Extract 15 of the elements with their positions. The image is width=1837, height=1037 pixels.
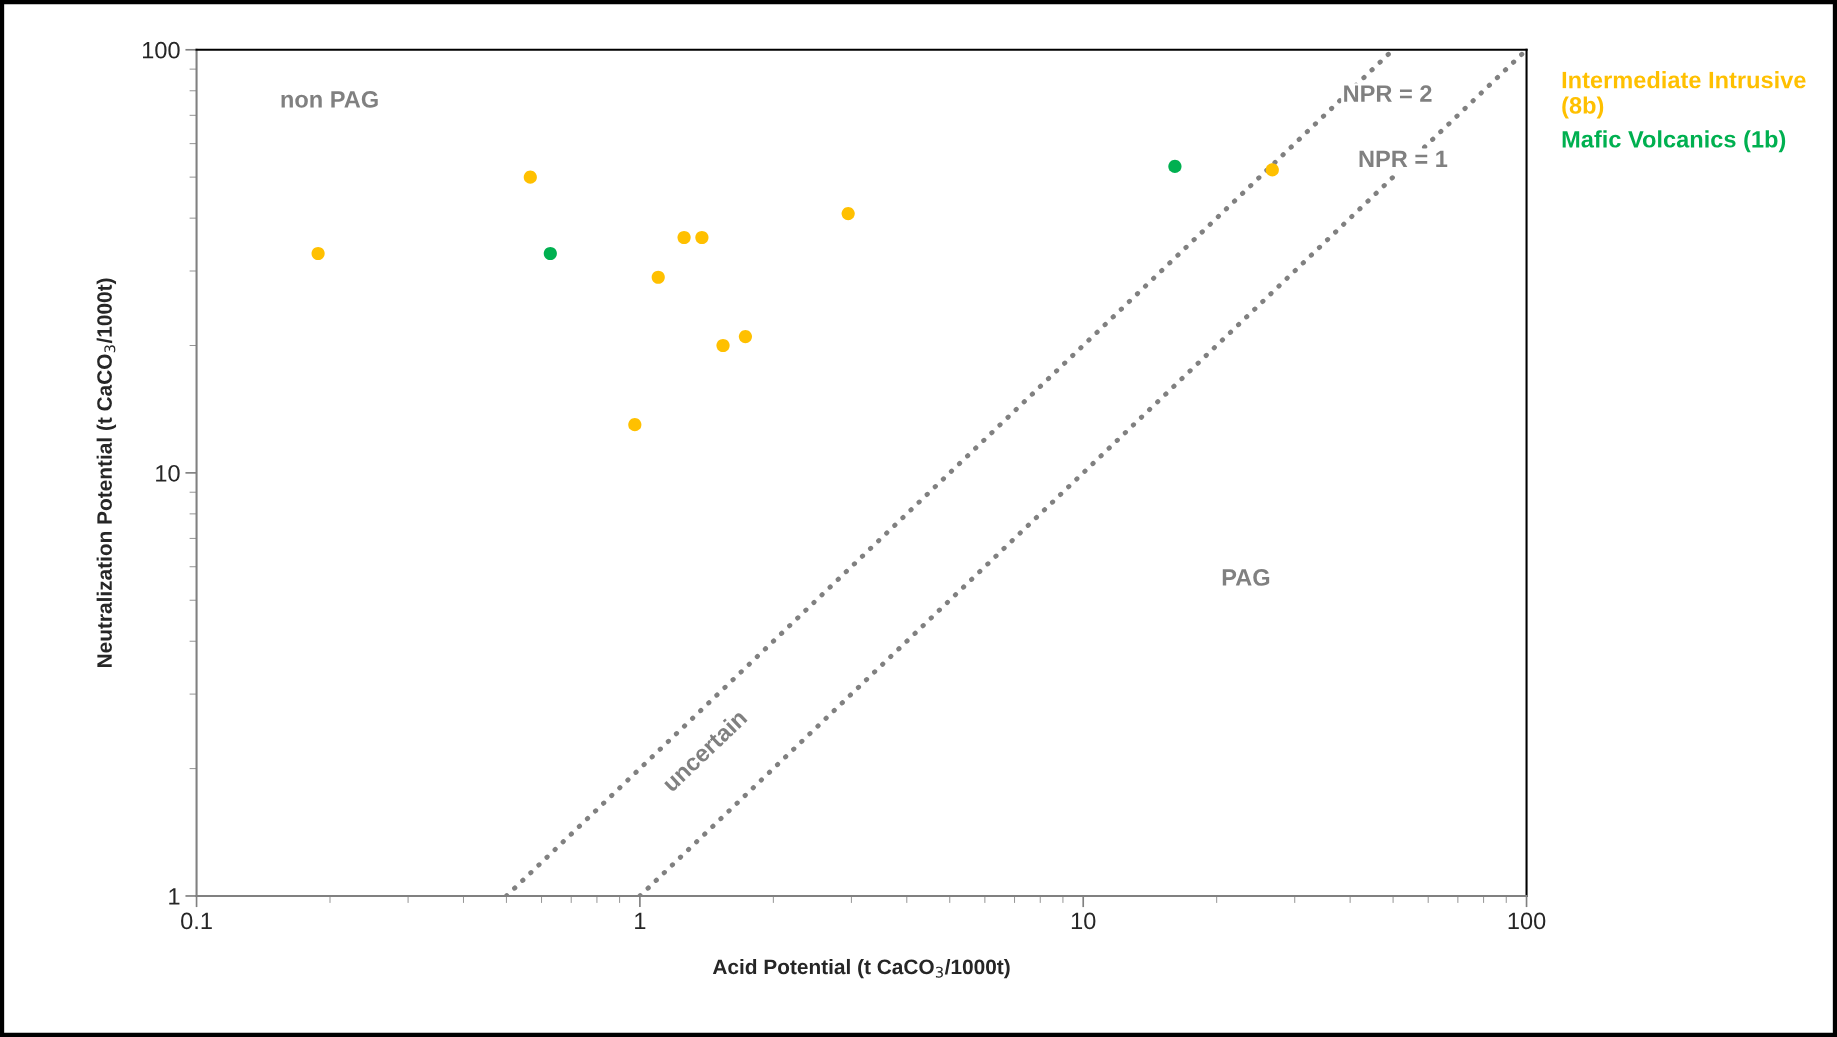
x-axis-title: Acid Potential (t CaCO$_{3}$/1000t)	[712, 958, 1010, 979]
annotation: non PAG	[281, 91, 378, 108]
y-axis-title: Neutralization Potential (t CaCO$_{3}$/1000t)	[96, 278, 117, 667]
text: Intermediate Intrusive (8b)	[1562, 71, 1806, 119]
x-tick-label: 1	[635, 912, 646, 930]
x-tick-label: 0.1	[181, 912, 212, 930]
annotation: PAG	[1222, 569, 1270, 586]
x-tick-label: 100	[1508, 912, 1546, 930]
y-tick-label: 1	[169, 888, 180, 905]
text: Mafic Volcanics (1b)	[1562, 130, 1786, 153]
x-tick-label: 10	[1071, 912, 1096, 930]
y-tick-label: 100	[143, 41, 180, 59]
y-tick-label: 10	[156, 464, 180, 482]
series-label: NPR = 1	[1359, 150, 1448, 167]
series-label: NPR = 2	[1344, 85, 1432, 102]
